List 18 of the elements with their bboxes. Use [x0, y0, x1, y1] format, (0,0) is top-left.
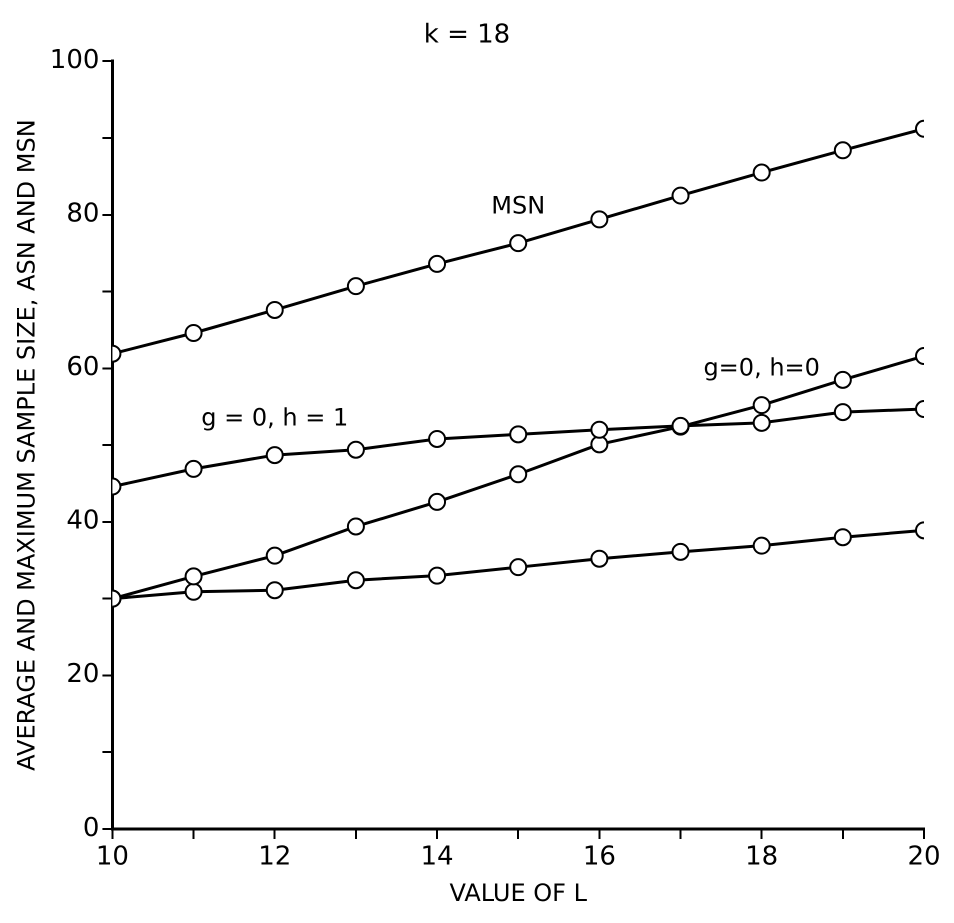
series-label: g=0, h=0: [703, 353, 820, 382]
y-tick-label: 80: [66, 198, 100, 229]
x-tick-label: 16: [582, 841, 616, 872]
y-tick-label: 60: [66, 352, 100, 382]
series-label: MSN: [491, 191, 546, 220]
x-tick-label: 18: [745, 841, 778, 872]
x-tick-label: 10: [96, 841, 129, 872]
x-tick-label: 12: [258, 841, 292, 872]
x-tick-label: 14: [420, 841, 454, 872]
y-axis-title: AVERAGE AND MAXIMUM SAMPLE SIZE, ASN AND MSN: [12, 119, 41, 771]
y-tick-label: 0: [82, 812, 100, 843]
chart-title: k = 18: [424, 19, 510, 50]
y-tick-label: 100: [50, 44, 100, 75]
y-tick-label: 40: [66, 506, 100, 536]
x-tick-label: 20: [907, 841, 941, 872]
x-axis-title: VALUE OF L: [449, 878, 588, 907]
y-tick-label: 20: [66, 659, 100, 690]
series-label: g = 0, h = 1: [201, 403, 348, 432]
